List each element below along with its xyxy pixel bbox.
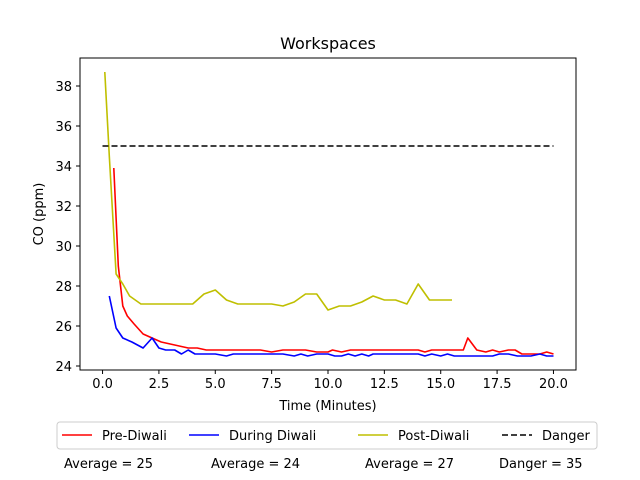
y-tick-label: 28 bbox=[55, 280, 72, 295]
x-tick-label: 20.0 bbox=[539, 377, 568, 392]
y-tick-label: 36 bbox=[55, 120, 72, 135]
x-tick-label: 5.0 bbox=[205, 377, 226, 392]
plot-frame bbox=[79, 57, 577, 371]
chart-title: Workspaces bbox=[280, 34, 376, 53]
average-label: Average = 27 bbox=[365, 457, 454, 472]
legend: Pre-Diwali During Diwali Post-Diwali Danger bbox=[56, 421, 598, 450]
average-label: Danger = 35 bbox=[499, 457, 583, 472]
series-line-pre-diwali bbox=[113, 167, 554, 355]
x-tick-label: 7.5 bbox=[261, 377, 282, 392]
legend-label-post-diwali: Post-Diwali bbox=[398, 429, 469, 444]
series-layer bbox=[102, 71, 554, 357]
y-tick-label: 26 bbox=[55, 320, 72, 335]
series-line-post-diwali bbox=[104, 71, 452, 311]
y-axis: 24 26 28 30 32 34 36 38 bbox=[55, 80, 80, 375]
y-tick-label: 30 bbox=[55, 240, 72, 255]
x-tick-label: 2.5 bbox=[149, 377, 170, 392]
averages-row: Average = 25 Average = 24 Average = 27 Dang… bbox=[64, 457, 583, 472]
x-axis-label: Time (Minutes) bbox=[278, 399, 376, 414]
y-tick-label: 38 bbox=[55, 80, 72, 95]
y-tick-label: 32 bbox=[55, 200, 72, 215]
y-axis-label: CO (ppm) bbox=[32, 183, 47, 246]
x-tick-label: 15.0 bbox=[426, 377, 455, 392]
legend-label-danger: Danger bbox=[542, 429, 590, 444]
legend-label-pre-diwali: Pre-Diwali bbox=[102, 429, 167, 444]
y-tick-label: 24 bbox=[55, 360, 72, 375]
average-label: Average = 24 bbox=[211, 457, 300, 472]
legend-label-during-diwali: During Diwali bbox=[229, 429, 316, 444]
series-line-during-diwali bbox=[108, 295, 554, 357]
x-tick-label: 0.0 bbox=[92, 377, 113, 392]
legend-items: Pre-Diwali During Diwali Post-Diwali Danger bbox=[62, 429, 590, 444]
y-tick-label: 34 bbox=[55, 160, 72, 175]
plot-area bbox=[79, 57, 577, 371]
legend-frame bbox=[56, 421, 598, 450]
average-label: Average = 25 bbox=[64, 457, 153, 472]
x-tick-label: 12.5 bbox=[370, 377, 399, 392]
x-tick-label: 10.0 bbox=[314, 377, 343, 392]
x-tick-label: 17.5 bbox=[483, 377, 512, 392]
x-axis: 0.0 2.5 5.0 7.5 10.0 12.5 15.0 17.5 20.0 bbox=[92, 370, 568, 392]
